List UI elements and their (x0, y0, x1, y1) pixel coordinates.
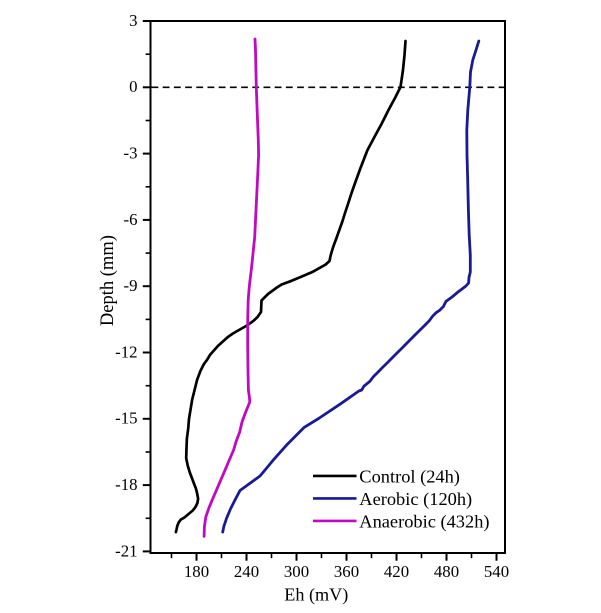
svg-text:-6: -6 (124, 210, 138, 229)
svg-text:240: 240 (234, 562, 259, 581)
svg-text:Anaerobic (432h): Anaerobic (432h) (359, 511, 489, 532)
svg-text:Eh (mV): Eh (mV) (284, 584, 348, 605)
svg-text:3: 3 (129, 11, 137, 30)
svg-text:-12: -12 (115, 342, 137, 361)
svg-text:-9: -9 (124, 276, 138, 295)
svg-text:Aerobic (120h): Aerobic (120h) (359, 489, 472, 510)
svg-text:360: 360 (334, 562, 359, 581)
svg-text:540: 540 (484, 562, 509, 581)
svg-text:-21: -21 (115, 541, 137, 560)
svg-text:Control (24h): Control (24h) (359, 466, 460, 487)
svg-text:-3: -3 (124, 144, 138, 163)
svg-text:420: 420 (384, 562, 409, 581)
svg-text:480: 480 (434, 562, 459, 581)
svg-text:0: 0 (129, 77, 137, 96)
svg-text:Depth (mm): Depth (mm) (98, 235, 118, 326)
svg-text:180: 180 (184, 562, 209, 581)
svg-text:300: 300 (284, 562, 309, 581)
svg-text:-18: -18 (115, 475, 137, 494)
svg-text:-15: -15 (115, 409, 137, 428)
